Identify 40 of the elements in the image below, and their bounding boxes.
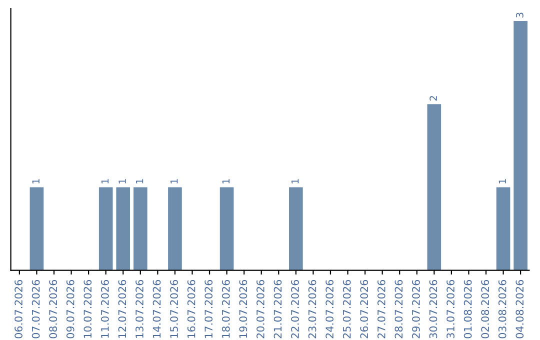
data-label: 1 bbox=[222, 179, 230, 184]
x-tick-label: 14.07.2026 bbox=[152, 280, 161, 338]
x-tick-label: 25.07.2026 bbox=[342, 280, 351, 338]
x-tick-label: 28.07.2026 bbox=[394, 280, 403, 338]
x-tick-label: 11.07.2026 bbox=[100, 280, 109, 338]
x-tick-label: 13.07.2026 bbox=[136, 280, 144, 338]
x-tick-label: 07.07.2026 bbox=[32, 280, 40, 338]
x-tick-label: 20.07.2026 bbox=[256, 280, 264, 338]
data-label: 1 bbox=[292, 179, 299, 184]
x-tick-label: 06.07.2026 bbox=[14, 280, 22, 338]
x-tick-label: 16.07.2026 bbox=[187, 280, 196, 338]
data-label: 1 bbox=[170, 179, 178, 184]
x-tick-label: 01.08.2026 bbox=[464, 280, 472, 338]
x-tick-label: 22.07.2026 bbox=[291, 280, 299, 338]
data-label: 1 bbox=[32, 179, 40, 184]
x-tick-label: 08.07.2026 bbox=[49, 280, 58, 338]
x-tick-label: 12.07.2026 bbox=[118, 280, 126, 338]
x-tick-label: 23.07.2026 bbox=[308, 280, 316, 338]
data-label: 3 bbox=[516, 12, 524, 18]
data-label: 1 bbox=[118, 179, 126, 184]
x-tick-label: 29.07.2026 bbox=[412, 280, 420, 338]
x-tick-label: 04.08.2026 bbox=[516, 280, 524, 338]
x-tick-label: 02.08.2026 bbox=[481, 280, 490, 338]
x-tick-label: 21.07.2026 bbox=[274, 280, 282, 338]
x-tick-label: 03.08.2026 bbox=[498, 280, 506, 338]
x-tick-label: 15.07.2026 bbox=[170, 280, 178, 338]
data-label: 1 bbox=[498, 179, 506, 184]
x-tick-label: 17.07.2026 bbox=[204, 280, 213, 338]
data-label: 2 bbox=[430, 96, 437, 101]
x-tick-label: 10.07.2026 bbox=[84, 280, 92, 338]
data-label: 1 bbox=[101, 179, 109, 184]
x-tick-label: 19.07.2026 bbox=[239, 280, 248, 338]
x-tick-label: 24.07.2026 bbox=[326, 280, 334, 338]
x-tick-label: 26.07.2026 bbox=[360, 280, 368, 338]
x-tick-label: 27.07.2026 bbox=[377, 280, 386, 338]
x-tick-label: 18.07.2026 bbox=[222, 280, 230, 338]
x-tick-label: 30.07.2026 bbox=[429, 280, 438, 338]
x-tick-label: 31.07.2026 bbox=[446, 280, 454, 338]
data-label: 1 bbox=[136, 179, 144, 184]
x-tick-label: 09.07.2026 bbox=[66, 280, 74, 338]
